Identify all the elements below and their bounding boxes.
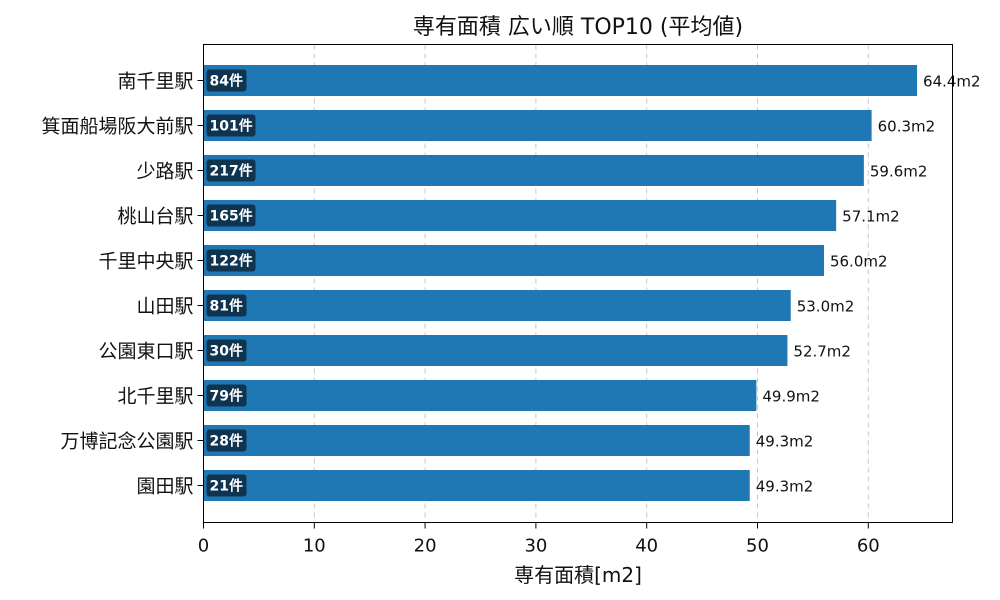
count-label: 101件 — [210, 118, 253, 135]
count-label: 81件 — [210, 298, 243, 315]
x-tick-label: 10 — [303, 536, 326, 557]
value-label: 57.1m2 — [842, 208, 900, 226]
x-tick-label: 0 — [198, 536, 209, 557]
x-tick-label: 20 — [414, 536, 437, 557]
value-label: 60.3m2 — [878, 118, 936, 136]
y-axis: 南千里駅箕面船場阪大前駅少路駅桃山台駅千里中央駅山田駅公園東口駅北千里駅万博記念… — [41, 71, 204, 498]
bar — [203, 470, 750, 501]
value-label: 59.6m2 — [870, 163, 928, 181]
category-label: 北千里駅 — [117, 386, 193, 408]
category-label: 桃山台駅 — [117, 206, 193, 228]
x-tick-label: 30 — [524, 536, 547, 557]
count-label: 30件 — [210, 343, 243, 360]
category-label: 少路駅 — [136, 161, 193, 183]
count-label: 165件 — [210, 208, 253, 225]
category-label: 園田駅 — [136, 476, 193, 498]
count-badge — [206, 69, 247, 92]
chart-title: 専有面積 広い順 TOP10 (平均値) — [413, 15, 743, 40]
bars: 64.4m2 84件 60.3m2 101件 59.6m2 217件 57.1m2 165件 5… — [203, 65, 981, 501]
value-label: 49.9m2 — [762, 388, 820, 406]
count-badge — [206, 249, 256, 272]
count-badge — [206, 429, 247, 452]
x-tick-label: 40 — [635, 536, 658, 557]
category-label: 山田駅 — [136, 296, 193, 318]
count-label: 84件 — [210, 73, 243, 90]
bar — [203, 335, 788, 366]
value-label: 53.0m2 — [797, 298, 855, 316]
count-label: 217件 — [210, 163, 253, 180]
value-label: 49.3m2 — [756, 478, 814, 496]
count-badge — [206, 204, 256, 227]
x-axis: 0 10 20 30 40 50 60 — [198, 522, 880, 557]
bar — [203, 245, 824, 276]
count-label: 79件 — [210, 388, 243, 405]
bar — [203, 425, 750, 456]
category-label: 箕面船場阪大前駅 — [41, 116, 193, 138]
count-badge — [206, 294, 247, 317]
bar — [203, 290, 791, 321]
count-badge — [206, 474, 247, 497]
value-label: 49.3m2 — [756, 433, 814, 451]
count-badge — [206, 159, 256, 182]
plot-frame — [203, 44, 953, 523]
count-badge — [206, 114, 256, 137]
count-label: 122件 — [210, 253, 253, 270]
bar — [203, 110, 872, 141]
value-label: 56.0m2 — [830, 253, 888, 271]
count-badge — [206, 339, 247, 362]
bar — [203, 65, 918, 96]
value-label: 52.7m2 — [793, 343, 851, 361]
bar — [203, 380, 757, 411]
count-label: 21件 — [210, 478, 243, 495]
count-label: 28件 — [210, 433, 243, 450]
x-tick-label: 60 — [857, 536, 880, 557]
category-label: 千里中央駅 — [98, 251, 193, 273]
category-label: 万博記念公園駅 — [60, 430, 193, 453]
bar — [203, 200, 837, 231]
category-label: 公園東口駅 — [98, 341, 193, 363]
category-label: 南千里駅 — [117, 71, 193, 93]
count-badge — [206, 384, 247, 407]
value-label: 64.4m2 — [923, 73, 981, 91]
x-tick-label: 50 — [746, 536, 769, 557]
bar — [203, 155, 864, 186]
x-axis-label: 専有面積[m2] — [514, 563, 642, 587]
